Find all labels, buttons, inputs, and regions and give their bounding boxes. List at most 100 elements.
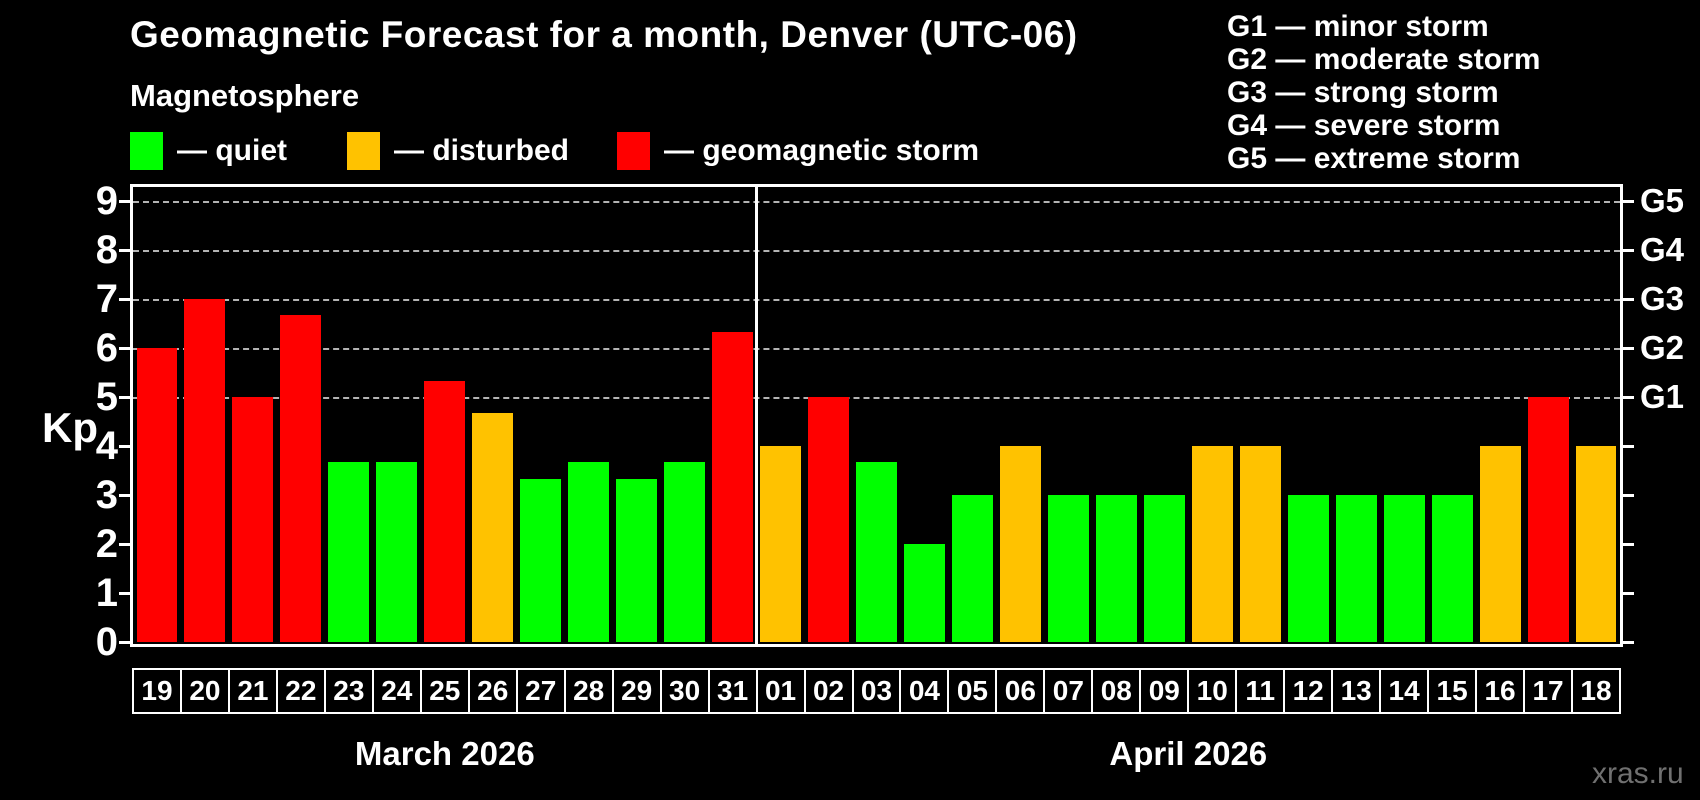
y-tick-label: 4 xyxy=(95,424,118,468)
kp-bar-storm xyxy=(280,315,322,642)
kp-bar-quiet xyxy=(903,544,945,642)
kp-bar-disturbed xyxy=(1239,446,1281,642)
y-tick-label: 3 xyxy=(95,473,118,517)
gridline-kp7 xyxy=(133,299,1620,301)
g-axis-label-g3: G3 xyxy=(1640,280,1685,317)
legend-label-storm: — geomagnetic storm xyxy=(664,134,980,167)
kp-bar-storm xyxy=(184,299,226,642)
y-axis-tick xyxy=(119,543,130,546)
kp-bar-quiet xyxy=(1335,495,1377,642)
y-tick-label: 6 xyxy=(95,326,118,370)
gridline-kp5 xyxy=(133,397,1620,399)
page-title: Geomagnetic Forecast for a month, Denver… xyxy=(130,14,1078,55)
kp-bar-quiet xyxy=(664,462,706,642)
legend-item-disturbed: — disturbed xyxy=(347,130,569,172)
kp-bar-disturbed xyxy=(1575,446,1617,642)
right-axis-tick xyxy=(1623,347,1634,350)
day-label: 11 xyxy=(1235,668,1286,714)
g4-legend-line: G4 — severe storm xyxy=(1227,109,1501,142)
day-label: 04 xyxy=(899,668,950,714)
right-axis-tick xyxy=(1623,494,1634,497)
legend-item-storm: — geomagnetic storm xyxy=(617,130,979,172)
day-label: 18 xyxy=(1571,668,1621,714)
kp-bar-storm xyxy=(712,331,754,642)
g-scale-legend: G1 — minor storm G2 — moderate storm G3 … xyxy=(1227,10,1540,175)
right-axis-tick xyxy=(1623,396,1634,399)
month-label: March 2026 xyxy=(354,735,535,772)
right-axis-tick xyxy=(1623,445,1634,448)
day-label: 28 xyxy=(563,668,614,714)
gridline-kp8 xyxy=(133,250,1620,252)
kp-bar-storm xyxy=(808,397,849,642)
y-tick-label: 5 xyxy=(95,375,118,419)
day-label: 06 xyxy=(995,668,1046,714)
g5-legend-line: G5 — extreme storm xyxy=(1227,142,1521,175)
day-label: 24 xyxy=(371,668,422,714)
g3-legend-line: G3 — strong storm xyxy=(1227,76,1499,109)
g-axis-label-g2: G2 xyxy=(1640,329,1685,366)
right-axis-tick xyxy=(1623,641,1634,644)
day-label: 27 xyxy=(515,668,566,714)
kp-bar-disturbed xyxy=(472,413,514,642)
month-divider xyxy=(754,187,758,644)
gridline-kp9 xyxy=(133,201,1620,203)
kp-bar-storm xyxy=(424,380,466,642)
day-label: 13 xyxy=(1331,668,1382,714)
day-label: 03 xyxy=(851,668,902,714)
kp-bar-quiet xyxy=(1287,495,1329,642)
y-tick-label: 2 xyxy=(95,522,118,566)
kp-bar-storm xyxy=(1527,397,1569,642)
day-label: 09 xyxy=(1139,668,1190,714)
day-label: 23 xyxy=(323,668,374,714)
magnetosphere-label: Magnetosphere xyxy=(130,78,360,113)
day-label: 19 xyxy=(132,668,182,714)
day-label: 31 xyxy=(707,668,758,714)
day-label: 26 xyxy=(467,668,518,714)
quiet-color-swatch-icon xyxy=(130,132,163,170)
day-label: 22 xyxy=(275,668,326,714)
legend-item-quiet: — quiet xyxy=(130,130,287,172)
day-label: 02 xyxy=(803,668,854,714)
kp-bar-quiet xyxy=(951,495,993,642)
y-axis-tick xyxy=(119,298,130,301)
y-tick-label: 9 xyxy=(95,179,118,223)
kp-bar-storm xyxy=(136,348,178,642)
kp-bar-disturbed xyxy=(999,446,1041,642)
right-axis-tick xyxy=(1623,298,1634,301)
y-axis-tick xyxy=(119,494,130,497)
day-label: 16 xyxy=(1475,668,1526,714)
day-label: 12 xyxy=(1283,668,1334,714)
day-label: 17 xyxy=(1523,668,1574,714)
y-axis-title: Kp xyxy=(42,404,98,451)
kp-bar-quiet xyxy=(568,462,610,642)
y-tick-label: 7 xyxy=(95,277,118,321)
day-label: 15 xyxy=(1427,668,1478,714)
g-axis-label-g1: G1 xyxy=(1640,378,1685,415)
right-axis-tick xyxy=(1623,543,1634,546)
kp-bar-quiet xyxy=(1143,495,1185,642)
g-axis-label-g5: G5 xyxy=(1640,182,1685,219)
y-axis-tick xyxy=(119,396,130,399)
day-label: 14 xyxy=(1379,668,1430,714)
right-axis-tick xyxy=(1623,592,1634,595)
y-axis-tick xyxy=(119,445,130,448)
y-axis-tick xyxy=(119,592,130,595)
day-label: 10 xyxy=(1187,668,1238,714)
kp-bar-quiet xyxy=(856,462,897,642)
kp-bar-storm xyxy=(232,397,274,642)
right-axis-tick xyxy=(1623,249,1634,252)
y-axis-tick xyxy=(119,641,130,644)
kp-bar-quiet xyxy=(1047,495,1089,642)
day-label: 30 xyxy=(659,668,710,714)
legend-label-disturbed: — disturbed xyxy=(394,134,570,167)
kp-bar-quiet xyxy=(1383,495,1425,642)
kp-bar-disturbed xyxy=(760,446,802,642)
day-label: 20 xyxy=(179,668,230,714)
kp-bar-quiet xyxy=(1431,495,1473,642)
day-label: 21 xyxy=(227,668,278,714)
day-label: 08 xyxy=(1091,668,1142,714)
gridline-kp6 xyxy=(133,348,1620,350)
month-label: April 2026 xyxy=(1109,735,1268,772)
y-axis-tick xyxy=(119,347,130,350)
